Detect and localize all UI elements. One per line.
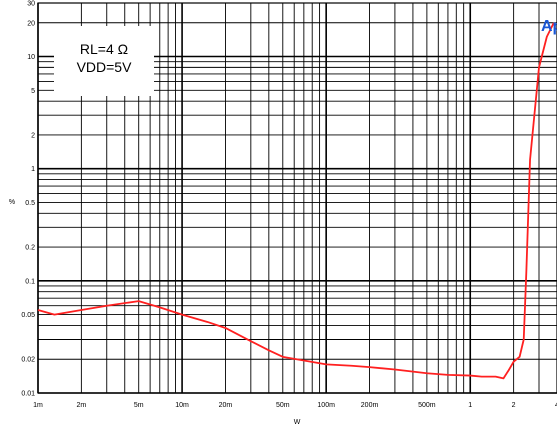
y-axis-label: % — [9, 199, 15, 206]
x-tick-label: 2 — [512, 402, 516, 409]
y-tick-label: 5 — [31, 88, 35, 95]
y-tick-label: 0.05 — [21, 312, 35, 319]
y-tick-label: 2 — [31, 132, 35, 139]
y-tick-labels: 0.01 0.02 0.05 0.1 0.2 0.5 1 2 5 10 20 30 — [21, 1, 35, 398]
annotation-vdd: VDD=5V — [77, 59, 133, 75]
y-tick-label: 30 — [27, 1, 35, 8]
series-layer — [37, 22, 555, 380]
series-line — [37, 22, 555, 380]
y-tick-label: 0.2 — [25, 245, 35, 252]
y-tick-label: 0.5 — [25, 200, 35, 207]
x-tick-label: 10m — [175, 402, 189, 409]
x-tick-labels: 1m 2m 5m 10m 20m 50m 100m 200m 500m 1 2 4 — [33, 402, 557, 409]
x-tick-label: 20m — [219, 402, 233, 409]
x-tick-label: 1 — [468, 402, 472, 409]
x-tick-label: 100m — [317, 402, 335, 409]
y-tick-label: 0.01 — [21, 391, 35, 398]
y-tick-label: 1 — [31, 166, 35, 173]
annotation-rl: RL=4 Ω — [80, 41, 128, 57]
y-tick-label: 10 — [27, 54, 35, 61]
x-tick-label: 200m — [361, 402, 379, 409]
x-tick-label: 500m — [418, 402, 436, 409]
x-tick-label: 2m — [77, 402, 87, 409]
annotation-box — [54, 26, 154, 96]
brand-logo: Ap — [541, 18, 557, 35]
x-tick-label: 4 — [555, 402, 557, 409]
x-axis-label: W — [294, 419, 301, 426]
x-tick-label: 5m — [134, 402, 144, 409]
x-tick-label: 50m — [276, 402, 290, 409]
y-tick-label: 0.02 — [21, 357, 35, 364]
plot-border — [37, 2, 557, 394]
y-tick-label: 20 — [27, 20, 35, 27]
x-tick-label: 1m — [33, 402, 43, 409]
y-tick-label: 0.1 — [25, 278, 35, 285]
